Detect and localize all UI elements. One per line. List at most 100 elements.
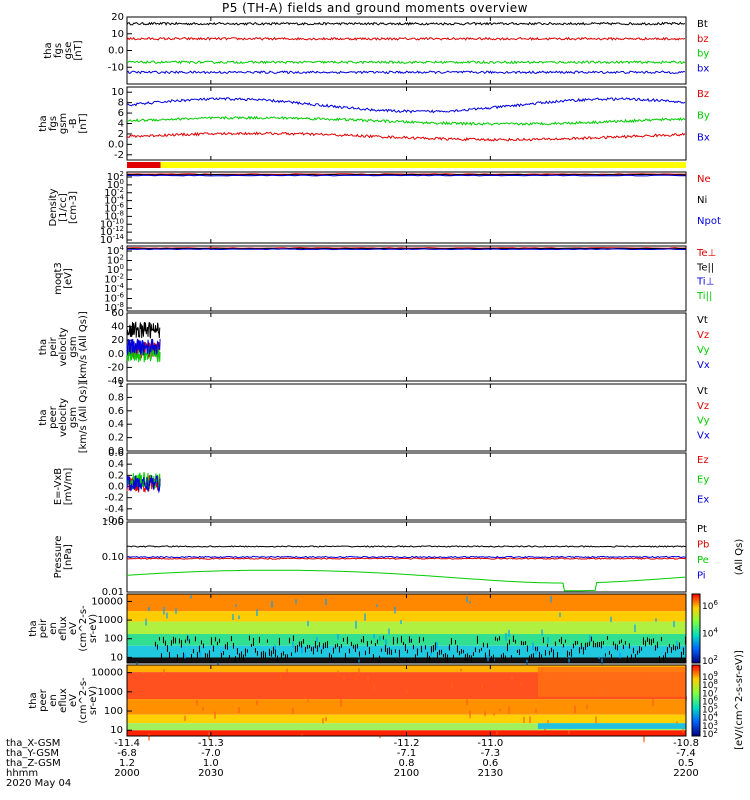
peer-velocity-tick-label: 0.6 [108,406,124,417]
x-axis-value: 1.2 [119,758,135,769]
e-field-tick-label: 0.4 [108,459,124,470]
peir-velocity-series-vx [126,338,161,356]
x-axis-value: 2100 [394,768,419,779]
peer-velocity-ylabel-line: [km/s (All Qs)] [78,382,89,454]
temperature-tick-label: 10-6 [104,292,124,305]
density-series-1 [127,173,687,176]
x-axis-row-name: tha_Z-GSM [6,758,61,769]
peir-velocity-tick-label: 40 [111,322,124,333]
peir-velocity-legend-vy: Vy [697,345,710,356]
peer-eflux-tick-label: 10000 [91,668,123,679]
peir-velocity-ylabel-line: velocity [58,327,69,366]
pressure-tick-label: 0.10 [102,552,124,563]
pressure-right-label: (All Qs) [734,539,745,576]
x-axis-value: -11.4 [114,738,140,749]
fgs-gsm-series-by [126,115,686,127]
fgs-gse-ylabel-line: gse [63,42,74,60]
fgs-gsm-tick-label: 8 [118,98,124,109]
density-ylabel-line: [cm-3] [68,191,79,224]
peir-eflux-ylabel-line: en [48,622,59,635]
pressure-legend-pt: Pt [697,524,707,535]
fgs-gsm-ylabel-line: tha [38,115,49,131]
e-field-tick-label: -0.6 [104,515,124,526]
fgs-gse-tick-label: 0.0 [108,46,124,57]
peir-velocity-tick-label: -40 [108,376,124,387]
x-axis-row-name: tha_Y-GSM [6,748,59,759]
peer-eflux-ylabel-line: tha [28,692,39,708]
e-field-legend-ez: Ez [697,455,709,466]
pressure-ylabel-line: Pressure [53,536,64,579]
fgs-gsm-tick-label: 0.0 [108,139,124,150]
peir-eflux-ylabel-line: eV [68,622,79,635]
density-ylabel-line: Density [48,188,59,226]
peer-velocity-ylabel-line: peer [48,405,59,429]
colorbar-tick-label: 102 [702,727,718,740]
x-axis-value: -11.2 [394,738,420,749]
e-field-tick-label: 0.2 [108,470,124,481]
peir-eflux-ylabel-line: (cm^2-s- [78,605,89,652]
peir-eflux-ylabel-line: eflux [58,616,69,641]
colorbar-tick-label: 108 [702,678,718,691]
e-field-tick-label: 0.0 [108,482,124,493]
peir-velocity-ylabel-line: peir [48,336,59,356]
fgs-gse-legend-bz: bz [697,34,709,45]
x-axis-row-name: hhmm [6,768,38,779]
x-axis-value: -7.3 [481,748,501,759]
peer-eflux-heatmap [127,665,687,743]
peer-velocity-tick-label: 0.0 [108,446,124,457]
fgs-gsm-ylabel-line: [nT] [78,113,89,133]
density-tick-label: 10-12 [100,225,124,238]
colorbar-tick-label: 104 [702,627,718,640]
density-tick-label: 10-14 [100,233,125,246]
fgs-gsm-series-bz [126,131,686,142]
peir-velocity-tick-label: 0.0 [108,349,124,360]
peir-velocity-ylabel-line: gsm [68,336,79,357]
x-axis-value: -10.8 [673,738,699,749]
pressure-series-pi [126,555,687,559]
colorbar-tick-label: 107 [702,686,718,699]
peer-eflux-tick-label: 1000 [98,687,123,698]
colorbar-tick-label: 104 [702,711,718,724]
fgs-gse-legend-bx: bx [697,63,709,74]
fgs-gse-ylabel-line: [nT] [73,40,84,60]
density-legend-ni: Ni [697,195,707,206]
peer-velocity-ylabel-line: gsm [68,407,79,428]
density-tick-label: 10-6 [104,202,124,215]
x-axis-value: -7.4 [676,748,696,759]
fgs-gse-tick-label: -10 [108,62,124,73]
x-axis-value: 0.8 [399,758,415,769]
fgs-gse-ylabel-line: fgs [53,43,64,58]
x-axis-value: 2030 [198,768,223,779]
fgs-gse-ylabel-line: tha [43,42,54,58]
pressure-series-pe [126,569,687,592]
temperature-legend-te: Te⊥ [696,248,716,259]
e-field-legend-ey: Ey [697,475,709,486]
e-field-tick-label: -0.4 [104,504,124,515]
temperature-legend-te: Te|| [696,262,714,273]
peir-velocity-tick-label: 60 [111,308,124,319]
e-field-frame [126,452,687,521]
pressure-series-pb [126,557,687,560]
fgs-gse-series-by [126,60,686,65]
e-field-tick-label: -0.2 [104,493,124,504]
fgs-gsm-tick-label: 2 [118,129,124,140]
peer-velocity-tick-label: 0.2 [108,433,124,444]
colorbar [691,593,701,664]
temperature-series-2 [126,248,686,251]
peer-velocity-legend-vt: Vt [697,386,708,397]
density-tick-label: 10-4 [104,194,124,207]
e-field-ylabel-line: [mV/m] [63,468,74,506]
fgs-gsm-tick-label: 4 [118,119,124,130]
fgs-gsm-legend-by: By [697,111,710,122]
x-axis-row-name: tha_X-GSM [6,738,60,749]
colorbar [691,664,701,737]
peer-velocity-legend-vz: Vz [697,401,709,412]
e-field-series-ex [126,475,161,494]
density-tick-label: 10-8 [104,209,124,222]
fgs-gsm-ylabel-line: -B [68,118,79,128]
fgs-gse-tick-label: 10 [111,29,124,40]
peir-eflux-ylabel-line: sr-eV) [88,614,99,643]
peir-velocity-tick-label: 20 [111,335,124,346]
e-field-ylabel-line: E=-VxB [53,468,64,505]
peer-velocity-legend-vy: Vy [697,416,710,427]
